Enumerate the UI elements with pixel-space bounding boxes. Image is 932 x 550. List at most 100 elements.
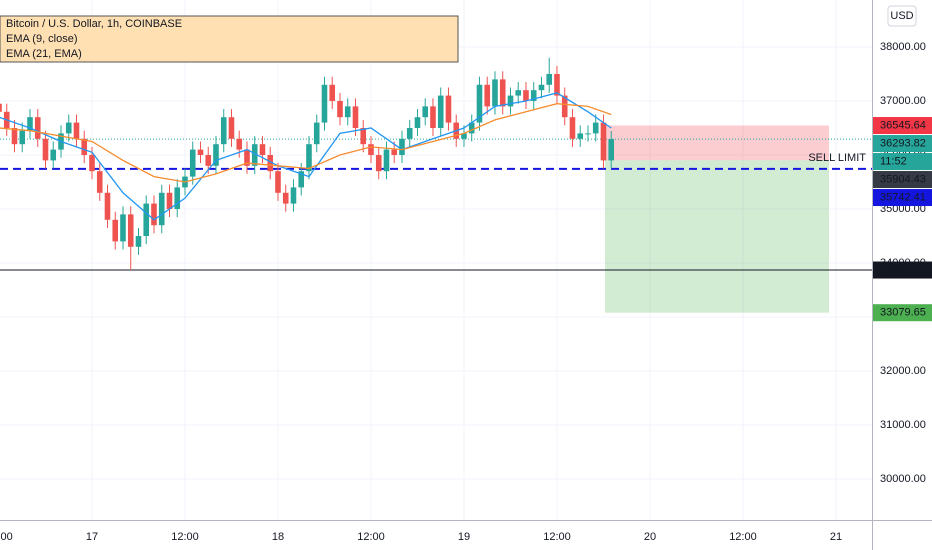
candle-body [89,154,95,172]
x-tick-label: 12:00 [357,531,385,543]
candle-body [158,192,165,226]
y-tick-label: 38000.00 [880,41,926,53]
x-tick-label: 12:00 [171,531,199,543]
grid [0,0,872,520]
candle-body [592,122,599,134]
candle-body [65,122,72,134]
price-label-box [873,189,932,207]
candle-body [96,171,103,193]
candle-body [445,95,452,123]
candle-body [554,73,560,96]
candle-body [112,219,119,242]
candle-body [213,144,219,166]
legend-ema9: EMA (9, close) [6,33,78,45]
candle-body [577,133,584,139]
stop-zone [605,125,829,161]
price-label: 33869.71 [880,264,926,276]
candle-body [585,133,591,135]
price-label: 36293.82 [880,137,926,149]
candle-body [414,117,421,128]
candle-body [220,117,227,145]
candle-body [461,133,467,139]
candle-body [337,100,343,118]
price-label-box [873,261,932,279]
candle-body [530,90,537,101]
legend-title: Bitcoin / U.S. Dollar, 1h, COINBASE [6,18,182,30]
x-tick-label: 18 [272,531,284,543]
x-tick-label: 21 [830,531,842,543]
candle-body [135,235,142,247]
candle-body [391,149,398,155]
price-label-box [873,171,932,189]
price-label-box [873,135,932,153]
candle-body [399,138,405,155]
candle-body [368,144,374,155]
candle-body [430,106,436,128]
target-zone [605,160,829,313]
candle-body [422,106,429,118]
price-label-box [873,304,932,322]
candle-body [360,127,367,145]
candle-body [313,122,320,145]
price-label: 33079.65 [880,307,926,319]
candle-body [375,154,382,172]
candle-body [507,95,514,107]
candle-body [205,154,212,166]
price-line-text: SELL LIMIT [808,152,866,164]
price-label-box [873,153,932,171]
candle-body [290,187,297,204]
candle-body [538,84,545,91]
x-tick-label: 20 [644,531,656,543]
x-tick-label: 19 [458,531,470,543]
candle-body [174,187,181,209]
candle-body [244,149,250,166]
candle-body [50,149,57,161]
ema-line [0,92,612,221]
candle-body [189,149,196,177]
y-tick-label: 30000.00 [880,473,926,485]
candle-body [143,203,150,236]
y-tick-label: 31000.00 [880,419,926,431]
currency[interactable]: USD [890,10,913,22]
candle-body [406,127,413,139]
candle-body [166,192,173,209]
candle-body [27,117,33,131]
candle-body [321,84,328,123]
candle-body [251,144,258,166]
currency-button[interactable] [887,5,917,27]
candle-body [81,138,88,155]
candle-body [275,171,281,193]
candle-body [11,127,18,145]
candle-body [561,95,568,118]
candle-body [546,73,553,85]
price-label: 35904.43 [880,173,926,185]
legend-box [0,15,459,63]
legend-ema21: EMA (21, EMA) [6,48,82,60]
candle-body [259,144,266,155]
candle-body [608,139,615,161]
candle-body [104,192,111,220]
x-tick-label: 12:00 [543,531,571,543]
candle-body [42,138,49,161]
candle-body [127,214,134,247]
ema-line [0,103,612,183]
candle-body [492,79,498,107]
candle-body [267,154,274,172]
candle-body [0,103,2,112]
candle-body [515,90,522,96]
candle-body [329,84,336,101]
candle-body [73,122,80,139]
plot: SELL LIMIT [0,57,872,313]
candle-body [468,122,475,134]
x-tick-label: 12:00 [0,531,13,543]
price-label: 35742.41 [880,191,926,203]
y-tick-label: 37000.00 [880,95,926,107]
candle-body [34,117,41,139]
x-tick-label: 17 [86,531,98,543]
candle-body [344,106,351,118]
candle-body [306,144,312,172]
price-label: 36545.64 [880,119,926,131]
candle-body [600,122,607,161]
